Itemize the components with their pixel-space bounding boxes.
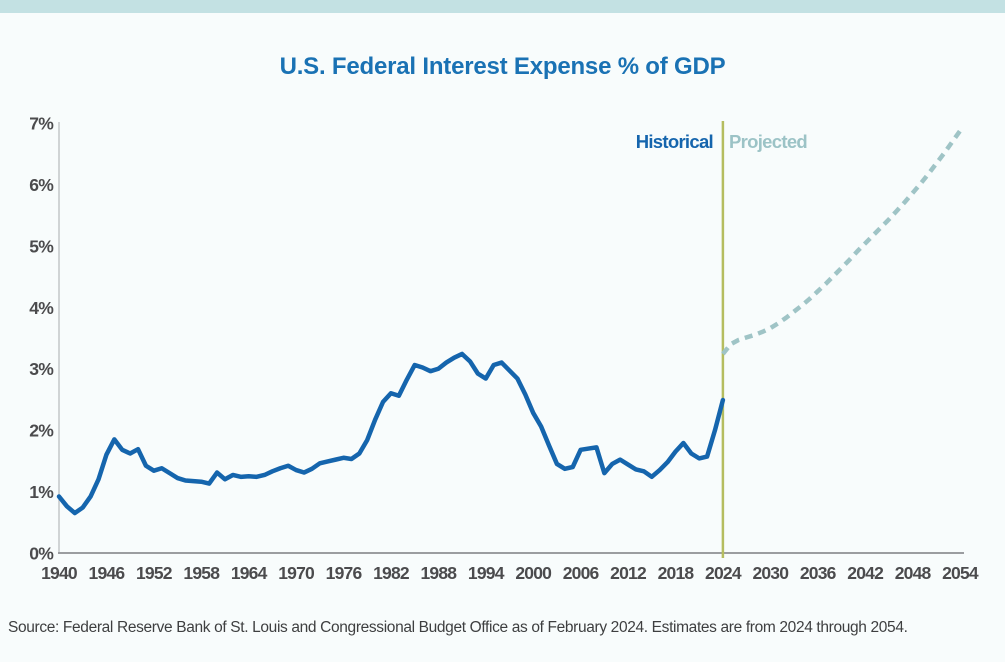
legend-label-historical: Historical [635, 131, 714, 152]
series-line-historical [56, 351, 726, 516]
x-tick-label: 2042 [847, 563, 884, 583]
x-tick-label: 1994 [468, 563, 505, 583]
x-tick-label: 2018 [658, 563, 695, 583]
x-tick-label: 1952 [136, 563, 173, 583]
y-tick-label: 5% [29, 236, 54, 256]
y-tick-label: 2% [29, 421, 54, 441]
x-tick-label: 1982 [373, 563, 410, 583]
x-tick-label: 1958 [183, 563, 220, 583]
top-accent-bar [0, 0, 1005, 13]
x-tick-label: 2048 [895, 563, 932, 583]
legend-label-projected: Projected [729, 131, 808, 152]
x-tick-label: 1988 [421, 563, 458, 583]
series-line-projected [721, 129, 962, 356]
y-tick-label: 4% [29, 298, 54, 318]
x-tick-label: 2024 [705, 563, 742, 583]
x-tick-label: 2006 [563, 563, 600, 583]
x-tick-label: 2000 [515, 563, 552, 583]
x-tick-label: 1970 [278, 563, 315, 583]
y-tick-label: 3% [29, 359, 54, 379]
x-tick-label: 1976 [326, 563, 363, 583]
chart-title: U.S. Federal Interest Expense % of GDP [279, 53, 726, 80]
x-tick-label: 2012 [610, 563, 647, 583]
x-tick-label: 2054 [942, 563, 979, 583]
x-tick-label: 1964 [231, 563, 268, 583]
x-tick-label: 2030 [752, 563, 789, 583]
x-tick-label: 1940 [41, 563, 78, 583]
y-tick-label: 1% [29, 482, 54, 502]
y-tick-label: 0% [29, 544, 54, 564]
source-note: Source: Federal Reserve Bank of St. Loui… [8, 619, 908, 636]
x-tick-label: 2036 [800, 563, 837, 583]
x-tick-label: 1946 [89, 563, 126, 583]
y-tick-label: 7% [29, 114, 54, 134]
y-tick-label: 6% [29, 175, 54, 195]
